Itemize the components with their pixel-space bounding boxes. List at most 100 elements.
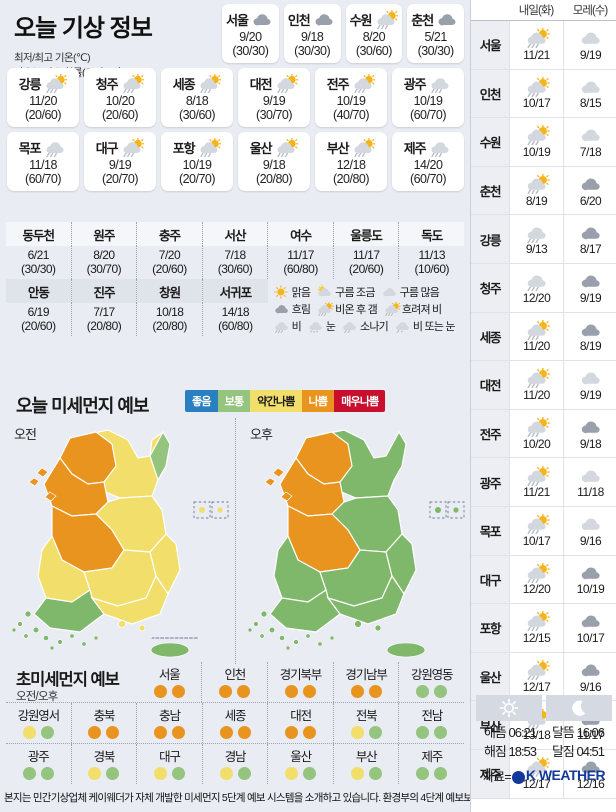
ultrafine-region-cell[interactable]: 인천 [202, 662, 269, 702]
forecast-row[interactable]: 울산 12/17 9/16 [471, 652, 616, 702]
ultrafine-region-cell[interactable]: 강원영서 [6, 703, 72, 743]
forecast-dayafter-temp: 9/16 [579, 533, 602, 548]
today-city-card[interactable]: 부산 12/18 (20/80) [315, 132, 387, 191]
minor-city-name-cell[interactable]: 여수 [268, 222, 334, 246]
ultrafine-region-cell[interactable]: 강원영동 [399, 662, 464, 702]
today-city-card[interactable]: 포항 10/19 (20/70) [161, 132, 233, 191]
forecast-row[interactable]: 청주 12/20 9/19 [471, 263, 616, 313]
minor-city-name-cell[interactable]: 원주 [71, 222, 138, 246]
minor-city-name-cell[interactable]: 진주 [71, 279, 138, 303]
weather-icon-legend: 맑음 구름 조금 구름 많음 흐림 비온 후 갬 흐려져 비 비 눈 소나기 비 또는 눈 [268, 279, 464, 336]
ultrafine-am-dot [22, 726, 36, 739]
ultrafine-am-dot [153, 685, 167, 698]
dust-scale-item: 약간나쁨 [250, 390, 302, 412]
sun-rain-icon [523, 76, 550, 97]
forecast-tomorrow-temp: 8/19 [525, 193, 548, 208]
today-city-card[interactable]: 목포 11/18 (60/70) [7, 132, 79, 191]
today-city-card[interactable]: 강릉 11/20 (20/60) [7, 68, 79, 127]
forecast-row[interactable]: 제주 12/17 12/16 [471, 749, 616, 799]
icon-legend-item: 흐려져 비 [382, 301, 442, 317]
forecast-tomorrow-cell: 10/17 [509, 506, 563, 555]
forecast-tomorrow-temp: 10/19 [522, 144, 551, 159]
sun-rain-icon [119, 73, 145, 93]
forecast-tomorrow-temp: 12/17 [522, 776, 551, 791]
sun-rain-icon [350, 137, 376, 157]
forecast-row[interactable]: 포항 12/15 10/17 [471, 604, 616, 653]
ultrafine-region-cell[interactable]: 부산 [334, 744, 400, 784]
ultrafine-region-cell[interactable]: 대구 [137, 744, 203, 784]
forecast-row[interactable]: 수원 10/19 7/18 [471, 118, 616, 167]
ultrafine-region-cell[interactable]: 서울 [137, 662, 203, 702]
minor-city-temp: 11/13 [418, 248, 446, 262]
ultrafine-pm-dot [368, 767, 382, 780]
icon-legend-line: 흐림 비온 후 갬 흐려져 비 [272, 300, 462, 317]
today-city-card[interactable]: 서울 9/20 (30/30) [222, 4, 279, 63]
ultrafine-am-dot [350, 685, 364, 698]
forecast-row[interactable]: 광주 11/21 11/18 [471, 458, 616, 507]
ultrafine-region-cell[interactable]: 경북 [72, 744, 138, 784]
today-city-card[interactable]: 세종 8/18 (30/60) [161, 68, 233, 127]
icon-legend-item: 구름 조금 [315, 284, 375, 300]
ultrafine-pm-dot [368, 685, 382, 698]
forecast-row[interactable]: 대전 11/20 9/19 [471, 361, 616, 410]
minor-city-prob: (20/60) [21, 319, 56, 333]
ultrafine-region-cell[interactable]: 경기북부 [268, 662, 334, 702]
minor-city-name-cell[interactable]: 안동 [6, 279, 72, 303]
minor-city-name-cell[interactable]: 동두천 [6, 222, 72, 246]
today-city-card[interactable]: 춘천 5/21 (30/30) [407, 4, 464, 63]
ultrafine-region-cell[interactable]: 전북 [334, 703, 400, 743]
ultrafine-region-cell[interactable]: 제주 [399, 744, 464, 784]
moonrise-label: 달뜸 16:06 [551, 725, 605, 740]
minor-city-name: 여수 [268, 222, 333, 246]
forecast-tomorrow-temp: 11/20 [523, 339, 550, 354]
ultrafine-region-cell[interactable]: 광주 [6, 744, 72, 784]
sun-rain-icon [373, 9, 399, 29]
minor-city-temp: 11/17 [287, 248, 314, 262]
ultrafine-region-name: 세종 [224, 709, 247, 723]
ultrafine-region-name: 충북 [93, 709, 116, 723]
minor-city-name-cell[interactable]: 충주 [137, 222, 203, 246]
ultrafine-region-cell[interactable]: 세종 [203, 703, 269, 743]
forecast-dayafter-temp: 9/19 [579, 387, 602, 402]
sunny-icon [272, 284, 291, 299]
ultrafine-region-cell[interactable]: 울산 [268, 744, 334, 784]
icon-legend-label: 비온 후 갬 [335, 303, 378, 316]
dust-scale-legend: 좋음 보통 약간나쁨 나쁨 매우나쁨 [185, 390, 386, 412]
ultrafine-region-cell[interactable]: 대전 [268, 703, 334, 743]
today-city-card[interactable]: 제주 14/20 (60/70) [392, 132, 464, 191]
today-city-card[interactable]: 전주 10/19 (40/70) [315, 68, 387, 127]
forecast-row[interactable]: 목포 10/17 9/16 [471, 506, 616, 556]
ultrafine-pm-dot [303, 767, 317, 780]
minor-city-name-cell[interactable]: 창원 [137, 279, 204, 303]
forecast-row[interactable]: 세종 11/20 8/19 [471, 312, 616, 362]
forecast-row[interactable]: 춘천 8/19 6/20 [471, 166, 616, 216]
minor-city-name-cell[interactable]: 서산 [202, 222, 269, 246]
minor-city-name-cell[interactable]: 울릉도 [333, 222, 400, 246]
ultrafine-region-cell[interactable]: 충남 [137, 703, 203, 743]
forecast-dayafter-temp: 9/18 [579, 436, 602, 451]
today-city-card[interactable]: 광주 10/19 (60/70) [392, 68, 464, 127]
ultrafine-region-cell[interactable]: 경남 [203, 744, 269, 784]
ultrafine-pm-dot [40, 726, 54, 739]
today-city-card[interactable]: 인천 9/18 (30/30) [283, 4, 341, 63]
today-city-card[interactable]: 대전 9/19 (30/70) [238, 68, 310, 127]
today-card-city: 목포 [18, 140, 42, 156]
ultrafine-region-cell[interactable]: 전남 [399, 703, 464, 743]
today-city-card[interactable]: 청주 10/20 (20/60) [84, 68, 156, 127]
ultrafine-region-cell[interactable]: 충북 [72, 703, 138, 743]
today-city-card[interactable]: 수원 8/20 (30/60) [345, 4, 403, 63]
forecast-row[interactable]: 인천 10/17 8/15 [471, 69, 616, 119]
ultrafine-row: 강원영서 충북 충남 세종 대전 전북 전남 [6, 703, 464, 744]
today-city-card[interactable]: 대구 9/19 (20/70) [84, 132, 156, 191]
forecast-row[interactable]: 대구 12/20 10/19 [471, 555, 616, 605]
forecast-dayafter-temp: 9/19 [579, 47, 602, 62]
forecast-row[interactable]: 서울 11/21 9/19 [471, 21, 616, 70]
minor-city-name-cell[interactable]: 독도 [399, 222, 465, 246]
forecast-row[interactable]: 강릉 9/13 8/17 [471, 215, 616, 264]
today-card-city: 세종 [172, 76, 196, 92]
minor-city-name-cell[interactable]: 서귀포 [203, 279, 268, 303]
today-city-card[interactable]: 울산 9/18 (20/80) [238, 132, 310, 191]
ultrafine-region-cell[interactable]: 경기남부 [334, 662, 400, 702]
forecast-row[interactable]: 전주 10/20 9/18 [471, 409, 616, 459]
minor-city-name: 충주 [137, 222, 202, 246]
